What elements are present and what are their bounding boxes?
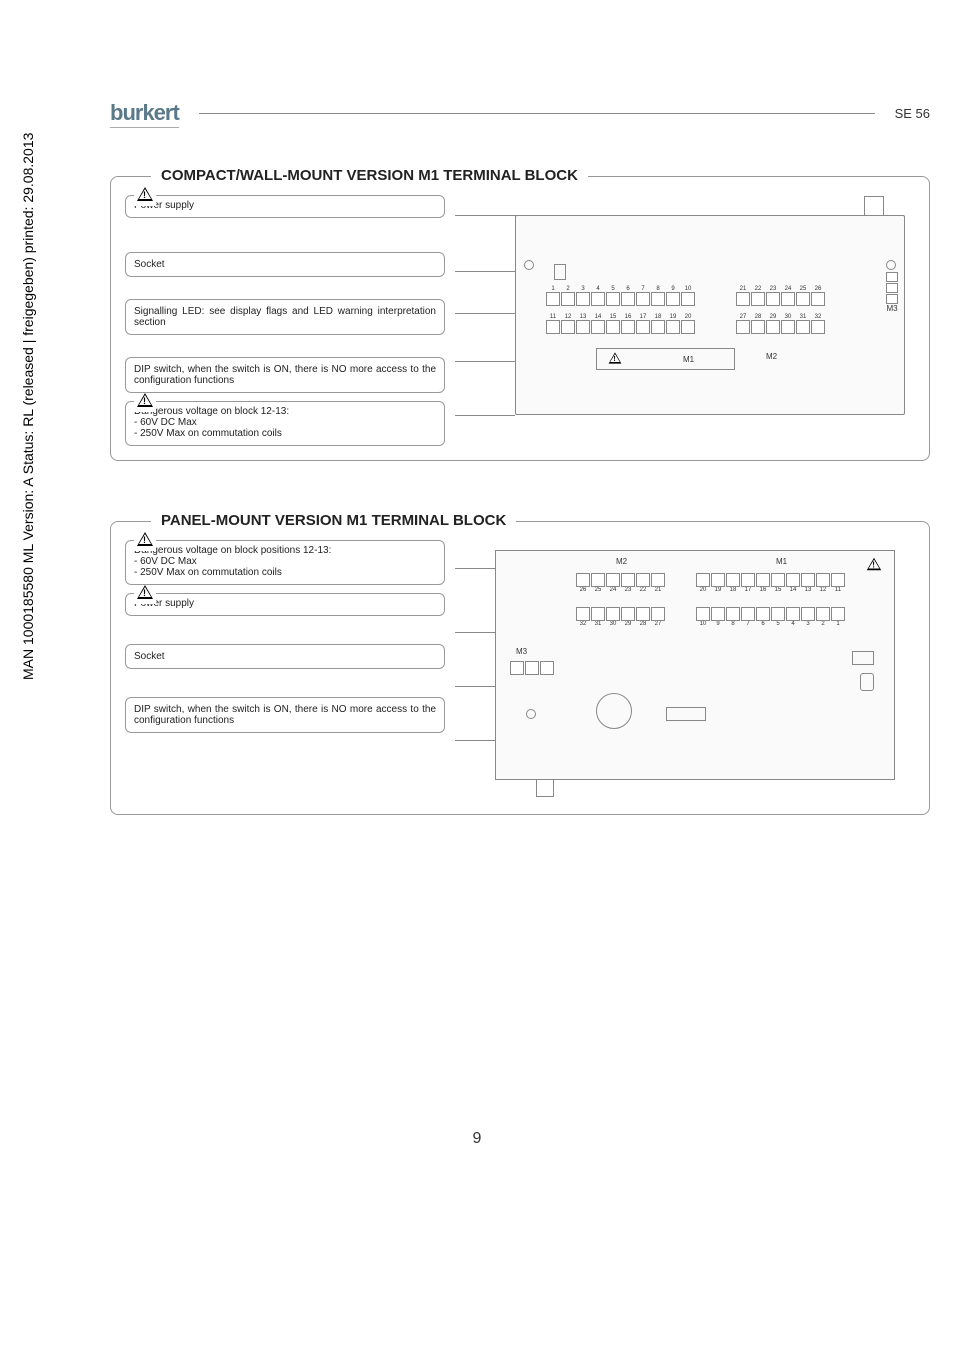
panel2-m2-label: M2 <box>616 557 627 566</box>
panel2-m1-label: M1 <box>776 557 787 566</box>
header-rule <box>199 113 875 114</box>
panel2-title: PANEL-MOUNT VERSION M1 TERMINAL BLOCK <box>151 512 516 529</box>
panel2-nums-top-right: 20191817161514131211 <box>696 587 845 593</box>
panel2-volt-line2: - 60V DC Max <box>134 556 436 567</box>
panel2-volt-line3: - 250V Max on commutation coils <box>134 567 436 578</box>
panel1-terminals-top-right <box>736 292 825 306</box>
panel1-box-voltage: ! Dangerous voltage on block 12-13: - 60… <box>125 401 445 446</box>
header: burkert SE 56 <box>110 100 930 126</box>
panel1-diagram: 12345678910 212223242526 <box>455 195 915 446</box>
panel1-left-column: ! Power supply Socket Signalling LED: se… <box>125 195 445 446</box>
page-content: burkert SE 56 COMPACT/WALL-MOUNT VERSION… <box>110 100 930 875</box>
panel-compact-wall: COMPACT/WALL-MOUNT VERSION M1 TERMINAL B… <box>110 176 930 461</box>
panel2-nums-bot-left: 323130292827 <box>576 621 665 627</box>
warning-icon: ! <box>137 393 153 407</box>
header-model: SE 56 <box>895 106 930 121</box>
panel1-title: COMPACT/WALL-MOUNT VERSION M1 TERMINAL B… <box>151 167 588 184</box>
panel2-socket-text: Socket <box>134 651 165 662</box>
panel1-volt-line2: - 60V DC Max <box>134 417 436 428</box>
panel2-terminals-m3 <box>510 661 554 675</box>
logo: burkert <box>110 100 179 126</box>
panel1-volt-line1: Dangerous voltage on block 12-13: <box>134 406 436 417</box>
panel1-box-dip: DIP switch, when the switch is ON, there… <box>125 357 445 393</box>
panel1-socket-text: Socket <box>134 259 165 270</box>
panel1-terminals-mid-left <box>546 320 695 334</box>
vertical-stamp: MAN 1000185580 ML Version: A Status: RL … <box>20 133 36 680</box>
panel2-terminals-bot-left <box>576 607 665 621</box>
panel1-terminals-m3 <box>886 272 898 304</box>
panel2-dip-text: DIP switch, when the switch is ON, there… <box>134 704 436 726</box>
panel2-nums-top-left: 262524232221 <box>576 587 665 593</box>
panel1-terminals-top-left <box>546 292 695 306</box>
panel1-box-led: Signalling LED: see display flags and LE… <box>125 299 445 335</box>
page-number: 9 <box>0 1130 954 1148</box>
warning-icon: ! <box>137 532 153 546</box>
warning-icon: ! <box>137 187 153 201</box>
panel2-box-socket: Socket <box>125 644 445 669</box>
panel2-diagram: M2 M1 ! 262524232221 <box>455 540 915 800</box>
panel1-box-socket: Socket <box>125 252 445 277</box>
panel2-m3-label: M3 <box>516 647 527 656</box>
warning-icon: ! <box>867 558 881 571</box>
panel1-box-power: ! Power supply <box>125 195 445 218</box>
panel2-box-dip: DIP switch, when the switch is ON, there… <box>125 697 445 733</box>
warning-icon: ! <box>137 585 153 599</box>
panel2-terminals-top-left <box>576 573 665 587</box>
panel1-dip-text: DIP switch, when the switch is ON, there… <box>134 364 436 386</box>
panel1-terminals-mid-right <box>736 320 825 334</box>
warning-icon: ! <box>609 352 622 363</box>
panel2-volt-line1: Dangerous voltage on block positions 12-… <box>134 545 436 556</box>
panel1-led-text: Signalling LED: see display flags and LE… <box>134 306 436 328</box>
panel2-box-power: ! Power supply <box>125 593 445 616</box>
panel1-m3-label: M3 <box>886 304 898 313</box>
panel-panel-mount: PANEL-MOUNT VERSION M1 TERMINAL BLOCK ! … <box>110 521 930 815</box>
panel2-box-voltage: ! Dangerous voltage on block positions 1… <box>125 540 445 585</box>
panel2-nums-bot-right: 10987654321 <box>696 621 845 627</box>
panel2-terminals-top-right <box>696 573 845 587</box>
panel2-terminals-bot-right <box>696 607 845 621</box>
panel2-left-column: ! Dangerous voltage on block positions 1… <box>125 540 445 800</box>
panel1-m1-label: M1 <box>683 355 694 364</box>
panel1-m2-label: M2 <box>766 352 777 361</box>
logo-text: burkert <box>110 100 179 128</box>
panel1-volt-line3: - 250V Max on commutation coils <box>134 428 436 439</box>
